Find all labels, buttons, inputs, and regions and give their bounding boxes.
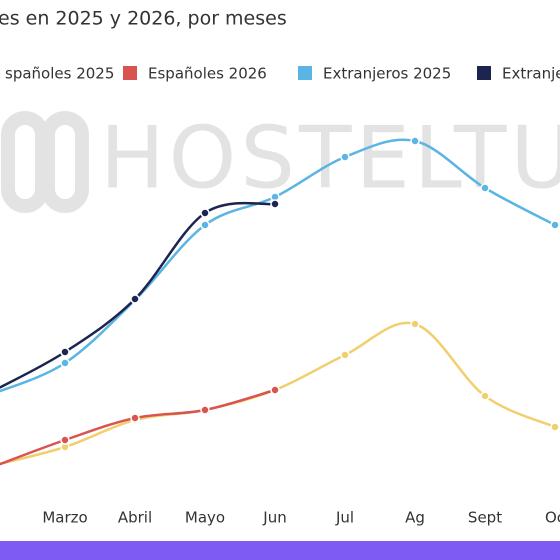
footer-band — [0, 541, 560, 560]
legend-swatch — [123, 66, 137, 80]
point — [270, 199, 280, 209]
point — [340, 152, 350, 162]
point — [60, 347, 70, 357]
point — [270, 385, 280, 395]
point — [200, 220, 210, 230]
legend-swatch — [477, 66, 491, 80]
legend-label: Españoles 2026 — [148, 65, 267, 83]
point — [550, 220, 560, 230]
legend-swatch — [298, 66, 312, 80]
x-tick-label: Sept — [468, 509, 502, 527]
point — [480, 183, 490, 193]
point — [130, 294, 140, 304]
chart-title: es en 2025 y 2026, por meses — [0, 8, 287, 30]
legend-label: spañoles 2025 — [5, 65, 114, 83]
point — [550, 422, 560, 432]
point — [410, 136, 420, 146]
x-tick-label: Abril — [118, 509, 152, 527]
point — [410, 319, 420, 329]
x-tick-label: Mayo — [185, 509, 225, 527]
legend-label: Extranjeros 2025 — [323, 65, 451, 83]
watermark-logo — [1, 111, 89, 213]
point — [60, 435, 70, 445]
point — [60, 358, 70, 368]
legend-label: Extranje — [502, 65, 560, 83]
point — [130, 413, 140, 423]
x-tick-label: Oc — [545, 509, 560, 527]
x-tick-label: Ag — [405, 509, 425, 527]
point — [200, 208, 210, 218]
watermark: HOSTELTUR — [100, 108, 560, 208]
x-tick-label: Marzo — [42, 509, 87, 527]
x-tick-label: Jun — [262, 509, 286, 527]
x-tick-label: Jul — [335, 509, 354, 527]
point — [200, 405, 210, 415]
point — [340, 350, 350, 360]
point — [480, 391, 490, 401]
